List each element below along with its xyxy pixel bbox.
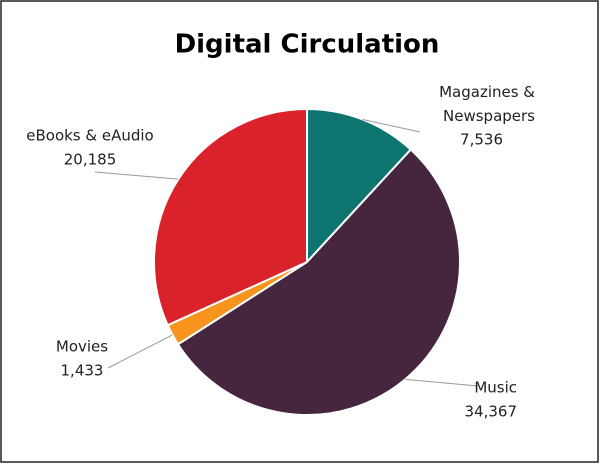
slice-label: Music xyxy=(474,379,517,397)
leader-line xyxy=(94,171,179,180)
value-label: 7,536 xyxy=(460,131,503,149)
slice-label: Magazines & Newspapers xyxy=(439,83,535,125)
leader-line xyxy=(362,119,421,133)
value-label: 20,185 xyxy=(64,151,117,169)
slice-label: eBooks & eAudio xyxy=(26,127,153,145)
slice-label: Movies xyxy=(56,338,108,356)
leader-line xyxy=(107,334,173,369)
value-label: 1,433 xyxy=(61,362,104,380)
value-label: 34,367 xyxy=(465,403,518,421)
pie-slice xyxy=(176,148,461,416)
chart-title: Digital Circulation xyxy=(175,30,440,60)
pie-slice xyxy=(153,107,308,327)
leader-line xyxy=(405,378,479,387)
pie-slice xyxy=(306,107,413,265)
